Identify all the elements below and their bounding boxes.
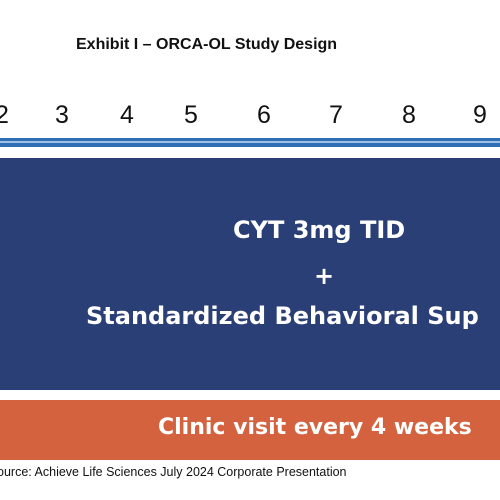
treatment-support-label: Standardized Behavioral Sup [86,302,479,330]
treatment-block [0,158,500,390]
clinic-visit-label: Clinic visit every 4 weeks [158,415,472,440]
week-label: 8 [402,101,416,129]
clinic-visit-block [0,400,500,460]
timeline-bar [0,138,500,147]
treatment-drug-label: CYT 3mg TID [233,216,406,244]
week-label: 5 [184,101,198,129]
exhibit-title: Exhibit I – ORCA-OL Study Design [76,36,338,53]
week-label: 7 [329,101,343,129]
treatment-plus-sign: + [314,262,335,290]
week-label: 6 [257,101,271,129]
week-label: 4 [120,101,134,129]
week-label: 3 [55,101,69,129]
week-label: 9 [473,101,487,129]
week-label: 2 [0,101,9,129]
source-note: ource: Achieve Life Sciences July 2024 C… [0,465,347,479]
